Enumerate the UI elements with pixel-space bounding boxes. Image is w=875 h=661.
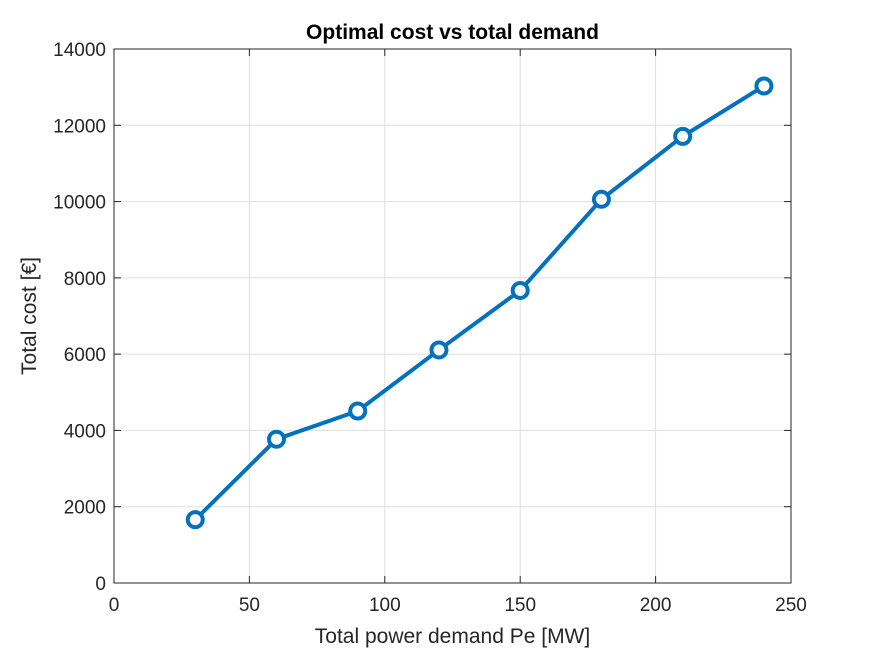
x-tick-label: 100 bbox=[369, 595, 401, 616]
y-tick-label: 0 bbox=[95, 574, 106, 595]
plot-area bbox=[114, 49, 791, 583]
data-point-marker bbox=[673, 126, 693, 146]
x-tick-label: 150 bbox=[504, 595, 536, 616]
x-tick-label: 200 bbox=[640, 595, 672, 616]
data-point-marker bbox=[429, 340, 449, 360]
y-tick-label: 2000 bbox=[64, 498, 106, 519]
data-point-marker bbox=[510, 280, 530, 300]
y-tick-label: 6000 bbox=[64, 345, 106, 366]
data-point-marker bbox=[185, 510, 205, 530]
x-tick-label: 0 bbox=[109, 595, 120, 616]
chart-title: Optimal cost vs total demand bbox=[306, 21, 599, 44]
x-axis-label: Total power demand Pe [MW] bbox=[315, 625, 590, 648]
y-tick-label: 14000 bbox=[53, 40, 106, 61]
grid-lines bbox=[114, 49, 791, 583]
y-tick-label: 10000 bbox=[53, 193, 106, 214]
y-tick-label: 4000 bbox=[64, 421, 106, 442]
y-tick-label: 8000 bbox=[64, 269, 106, 290]
y-tick-label: 12000 bbox=[53, 116, 106, 137]
series-line bbox=[193, 83, 766, 522]
data-point-marker bbox=[754, 76, 774, 96]
data-series bbox=[185, 76, 774, 530]
axis-ticks: 0 50 100 150 200 250 0 2000 4000 6000 8000 10000 120… bbox=[53, 40, 807, 616]
x-tick-label: 250 bbox=[775, 595, 807, 616]
axes-box bbox=[113, 48, 792, 584]
data-point-marker bbox=[266, 429, 286, 449]
y-axis-label: Total cost [€] bbox=[18, 257, 41, 375]
data-point-marker bbox=[591, 189, 611, 209]
data-point-marker bbox=[348, 401, 368, 421]
x-tick-label: 50 bbox=[239, 595, 260, 616]
